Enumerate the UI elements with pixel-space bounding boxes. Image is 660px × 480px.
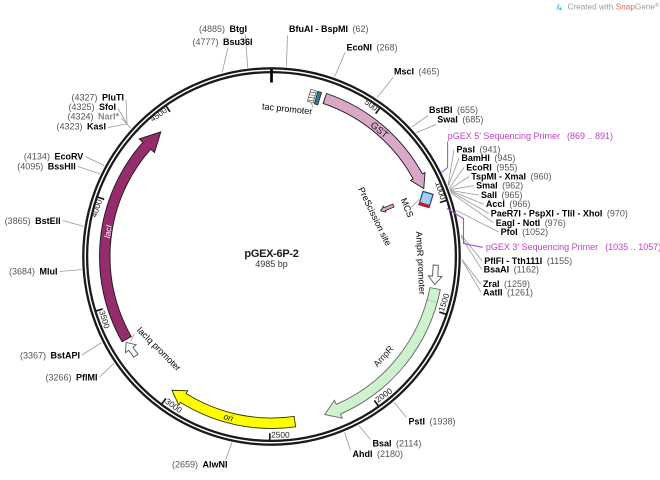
svg-text:AhdI (2180): AhdI (2180) <box>353 449 404 459</box>
svg-text:MscI (465): MscI (465) <box>394 67 440 77</box>
svg-text:lacI: lacI <box>102 224 114 239</box>
svg-text:2500: 2500 <box>271 430 290 440</box>
svg-text:BsaAI (1162): BsaAI (1162) <box>484 264 539 274</box>
svg-text:(4327) PluTI: (4327) PluTI <box>71 93 124 103</box>
svg-text:4985 bp: 4985 bp <box>255 259 288 269</box>
svg-text:SwaI (685): SwaI (685) <box>437 114 483 124</box>
svg-text:BsaI (2114): BsaI (2114) <box>373 439 422 449</box>
svg-text:pGEX 5' Sequencing Primer (86: pGEX 5' Sequencing Primer (869 .. 891) <box>448 131 613 141</box>
svg-text:SmaI (962): SmaI (962) <box>476 181 523 191</box>
svg-text:(3266) PflMI: (3266) PflMI <box>45 373 97 383</box>
svg-text:(3865) BstEII: (3865) BstEII <box>5 216 61 226</box>
svg-text:PfoI (1052): PfoI (1052) <box>501 227 549 237</box>
svg-text:(4323) KasI: (4323) KasI <box>56 121 106 131</box>
svg-text:(4095) BssHII: (4095) BssHII <box>17 162 76 172</box>
svg-text:Created with SnapGene®: Created with SnapGene® <box>568 2 659 12</box>
svg-text:pGEX 3' Sequencing Primer (10: pGEX 3' Sequencing Primer (1035 .. 1057) <box>486 242 660 252</box>
svg-text:(4885) BtgI: (4885) BtgI <box>199 24 247 34</box>
svg-text:EcoNI (268): EcoNI (268) <box>347 42 398 52</box>
svg-text:AatII (1261): AatII (1261) <box>483 287 533 297</box>
svg-text:PstI (1938): PstI (1938) <box>409 417 456 427</box>
svg-text:(4324) NarI*: (4324) NarI* <box>67 112 119 122</box>
svg-text:(4134) EcoRV: (4134) EcoRV <box>24 152 83 162</box>
svg-text:(4777) Bsu36I: (4777) Bsu36I <box>192 37 252 47</box>
svg-text:(2659) AlwNI: (2659) AlwNI <box>172 460 228 470</box>
svg-text:(4325) SfoI: (4325) SfoI <box>68 102 116 112</box>
svg-text:(3367) BstAPI: (3367) BstAPI <box>20 351 80 361</box>
svg-text:BfuAI - BspMI (62): BfuAI - BspMI (62) <box>289 24 369 34</box>
svg-text:(3684) MluI: (3684) MluI <box>9 267 58 277</box>
